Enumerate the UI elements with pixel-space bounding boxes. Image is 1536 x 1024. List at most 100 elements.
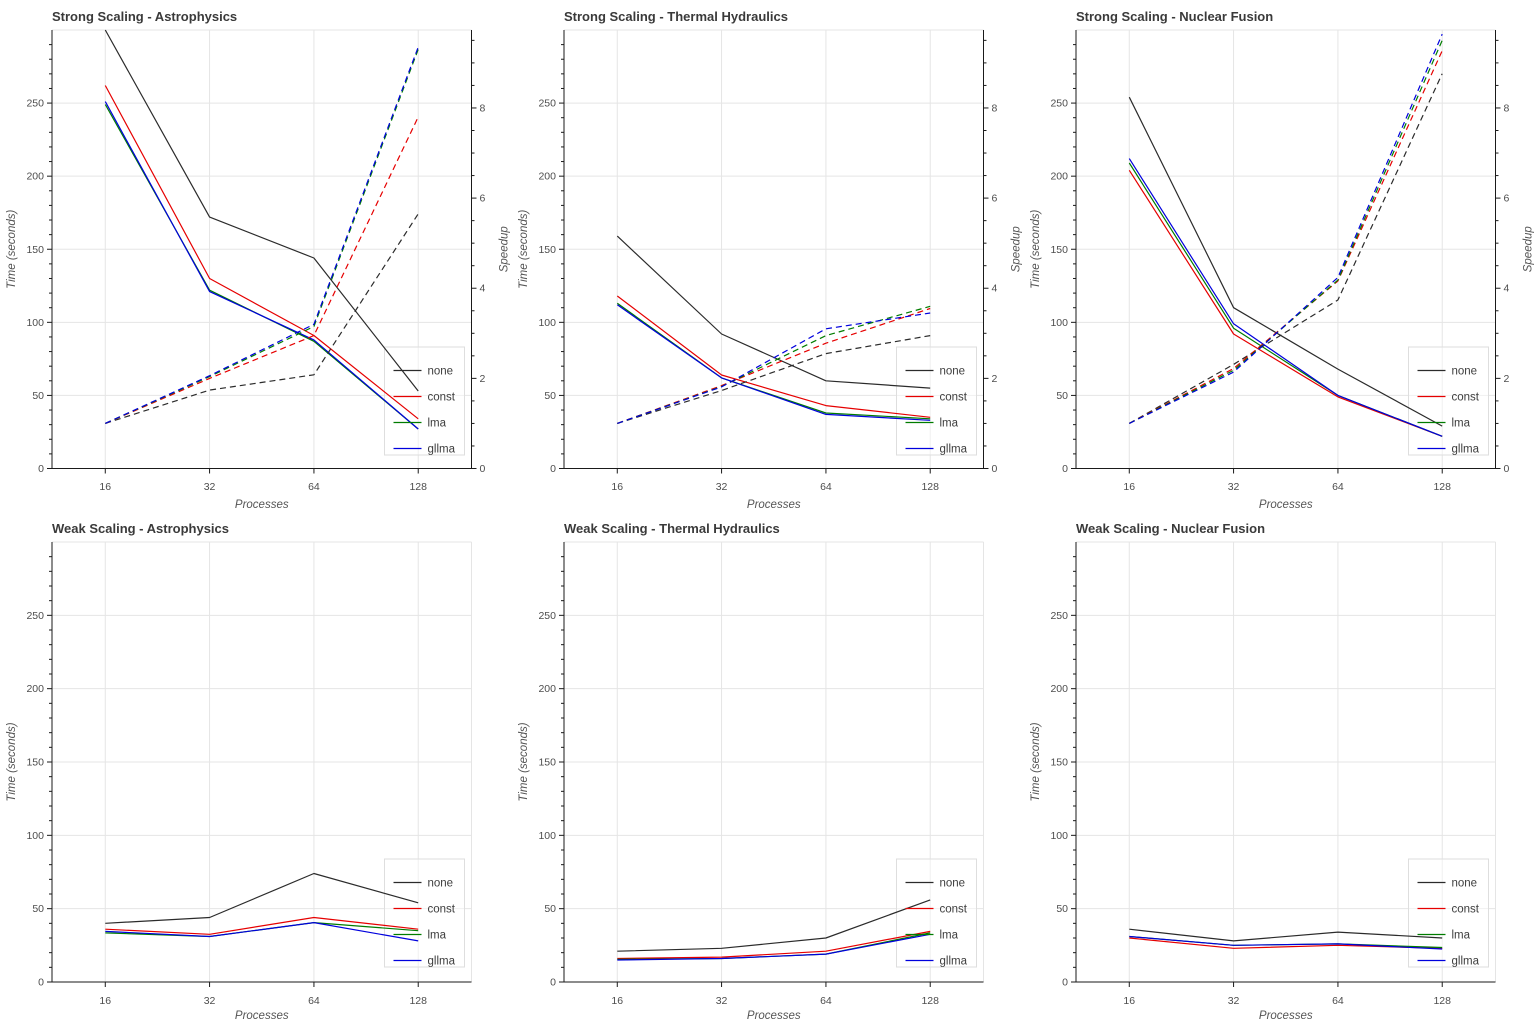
y-axis-label: Time (seconds) [1030, 210, 1042, 289]
chart-title: Weak Scaling - Astrophysics [52, 521, 229, 536]
legend: none const lma gllma [905, 878, 968, 968]
legend-label-gllma: gllma [428, 444, 456, 456]
legend-label-none: none [940, 878, 966, 890]
x-tick-label: 128 [921, 481, 939, 493]
legend-label-gllma: gllma [1452, 444, 1480, 456]
y2-tick-label: 8 [1504, 102, 1510, 114]
x-tick-label: 16 [611, 995, 623, 1007]
series-none-time [616, 235, 931, 389]
x-axis-label: Processes [747, 1010, 801, 1022]
chart-strong-scaling-nuclear-fusion: 0 50 100 150 200 250 16 32 64 128 0 2 4 6 8 Time (secon… [1024, 0, 1536, 512]
x-tick-label: 32 [716, 995, 728, 1007]
legend-label-gllma: gllma [940, 444, 968, 456]
series-gllma-time [104, 101, 419, 430]
y-axis-label: Time (seconds) [518, 210, 530, 289]
legend-label-lma: lma [940, 418, 959, 430]
x-tick-label: 64 [308, 995, 320, 1007]
series-lma-time [616, 302, 931, 420]
tick-labels: 0 50 100 150 200 250 16 32 64 128 [1050, 610, 1451, 1007]
series-gllma-speedup [105, 46, 419, 424]
y-tick-label: 200 [26, 683, 44, 695]
y-tick-label: 50 [32, 903, 44, 915]
tick-labels: 0 50 100 150 200 250 16 32 64 128 0 2 4 6 8 [538, 98, 997, 493]
legend: none const lma gllma [1417, 878, 1480, 968]
y2-tick-label: 4 [1504, 283, 1510, 295]
series-none-speedup [105, 213, 419, 424]
y-axis-label: Time (seconds) [6, 722, 18, 801]
chart-title: Strong Scaling - Thermal Hydraulics [564, 9, 788, 24]
legend-box [1408, 346, 1489, 456]
series-gllma-time [616, 304, 931, 421]
chart-title: Weak Scaling - Nuclear Fusion [1076, 521, 1265, 536]
series-gllma-time [105, 922, 419, 942]
y-tick-label: 250 [538, 610, 556, 622]
x-tick-label: 128 [1433, 481, 1451, 493]
series-none-speedup [617, 335, 931, 424]
legend-label-lma: lma [940, 930, 959, 942]
x-tick-label: 64 [308, 481, 320, 493]
x-tick-label: 16 [1123, 995, 1135, 1007]
legend-label-none: none [1452, 366, 1478, 378]
y2-tick-label: 2 [992, 373, 998, 385]
y-tick-label: 100 [26, 317, 44, 329]
y2-tick-label: 4 [992, 283, 998, 295]
x-tick-label: 32 [1228, 995, 1240, 1007]
x-tick-label: 32 [1228, 481, 1240, 493]
y-axis-label: Time (seconds) [6, 210, 18, 289]
legend-label-const: const [940, 904, 968, 916]
y-tick-label: 50 [544, 903, 556, 915]
y-tick-label: 0 [1062, 977, 1068, 989]
y-tick-label: 100 [1050, 317, 1068, 329]
chart-strong-scaling-thermal-hydraulics: 0 50 100 150 200 250 16 32 64 128 0 2 4 6 8 Time (secon… [512, 0, 1024, 512]
x-axis-label: Processes [1259, 499, 1313, 511]
legend-label-const: const [428, 392, 456, 404]
chart-weak-scaling-nuclear-fusion: 0 50 100 150 200 250 16 32 64 128 Time (seconds) Pr… [1024, 512, 1536, 1024]
gridlines [52, 30, 472, 469]
axes [559, 542, 984, 987]
y-tick-label: 150 [1050, 244, 1068, 256]
series-lma-time [1129, 935, 1443, 949]
x-tick-label: 128 [1433, 995, 1451, 1007]
x-tick-label: 32 [204, 481, 216, 493]
chart-strong-scaling-astrophysics: 0 50 100 150 200 250 16 32 64 128 0 2 4 6 8 Time (secon… [0, 0, 512, 512]
legend-label-none: none [940, 366, 966, 378]
series-none-time [105, 872, 419, 924]
y-tick-label: 50 [1056, 390, 1068, 402]
series-gllma-time [1128, 158, 1443, 437]
y-tick-label: 50 [32, 390, 44, 402]
y2-tick-label: 6 [480, 193, 486, 205]
x-tick-label: 32 [716, 481, 728, 493]
y2-axis-label: Speedup [499, 226, 511, 273]
x-tick-label: 128 [921, 995, 939, 1007]
y2-tick-label: 6 [992, 193, 998, 205]
x-tick-label: 32 [204, 995, 216, 1007]
x-tick-label: 64 [1332, 481, 1344, 493]
tick-labels: 0 50 100 150 200 250 16 32 64 128 [538, 610, 939, 1007]
y2-axis-label: Speedup [1523, 226, 1535, 273]
legend-box [1408, 858, 1489, 968]
y-tick-label: 0 [1062, 463, 1068, 475]
y-tick-label: 150 [26, 244, 44, 256]
y-tick-label: 0 [38, 977, 44, 989]
y-tick-label: 100 [26, 830, 44, 842]
series-lma-time [617, 932, 931, 960]
x-tick-label: 64 [820, 995, 832, 1007]
series-none-speedup [1129, 73, 1443, 424]
y-tick-label: 150 [538, 244, 556, 256]
y2-tick-label: 8 [992, 102, 998, 114]
chart-weak-scaling-thermal-hydraulics: 0 50 100 150 200 250 16 32 64 128 Time (seconds) Pr… [512, 512, 1024, 1024]
y2-tick-label: 0 [1504, 463, 1510, 475]
legend: none const lma gllma [1417, 366, 1480, 456]
chart-title: Strong Scaling - Astrophysics [52, 9, 237, 24]
y2-tick-label: 4 [480, 283, 486, 295]
gridlines [564, 30, 984, 469]
gridlines [1076, 542, 1496, 982]
x-axis-label: Processes [235, 499, 289, 511]
x-tick-label: 128 [409, 481, 427, 493]
tick-labels: 0 50 100 150 200 250 16 32 64 128 [26, 610, 427, 1007]
axes [559, 30, 989, 474]
series-none-time [1128, 96, 1443, 427]
y-tick-label: 100 [538, 830, 556, 842]
legend: none const lma gllma [393, 366, 456, 456]
chart-weak-scaling-astrophysics: 0 50 100 150 200 250 16 32 64 128 Time (seconds) Pr… [0, 512, 512, 1024]
